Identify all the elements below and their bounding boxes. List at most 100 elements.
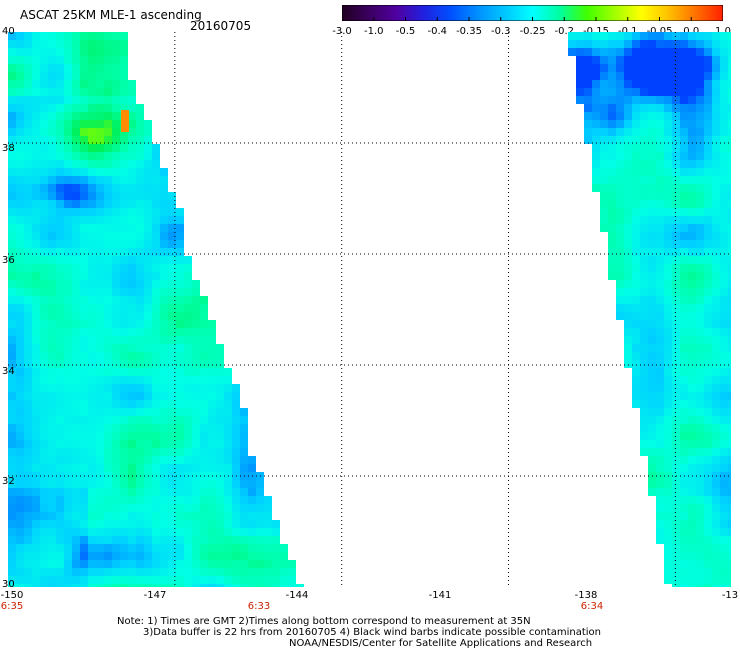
data-cell bbox=[160, 184, 168, 192]
data-cell bbox=[144, 528, 152, 536]
data-cell bbox=[696, 280, 704, 288]
data-cell bbox=[96, 344, 104, 352]
data-cell bbox=[680, 72, 688, 80]
data-cell bbox=[720, 544, 728, 552]
data-cell bbox=[264, 512, 272, 520]
data-cell bbox=[712, 160, 720, 168]
data-cell bbox=[56, 584, 64, 587]
data-cell bbox=[120, 272, 128, 280]
data-cell bbox=[96, 192, 104, 200]
data-cell bbox=[64, 152, 72, 160]
data-cell bbox=[696, 312, 704, 320]
data-cell bbox=[200, 336, 208, 344]
data-cell bbox=[656, 240, 664, 248]
data-cell bbox=[672, 264, 680, 272]
data-cell bbox=[144, 152, 152, 160]
data-cell bbox=[16, 256, 24, 264]
data-cell bbox=[248, 576, 256, 584]
data-cell bbox=[64, 336, 72, 344]
data-cell bbox=[664, 504, 672, 512]
data-cell bbox=[672, 488, 680, 496]
data-cell bbox=[88, 48, 96, 56]
data-cell bbox=[200, 296, 208, 304]
data-cell bbox=[48, 136, 56, 144]
data-cell bbox=[176, 408, 184, 416]
data-cell bbox=[592, 56, 600, 64]
data-cell bbox=[704, 280, 712, 288]
data-cell bbox=[16, 264, 24, 272]
data-cell bbox=[8, 256, 16, 264]
data-cell bbox=[680, 448, 688, 456]
data-cell bbox=[128, 248, 136, 256]
data-cell bbox=[184, 368, 192, 376]
data-cell bbox=[664, 312, 672, 320]
data-cell bbox=[184, 480, 192, 488]
data-cell bbox=[136, 128, 144, 136]
data-cell bbox=[664, 320, 672, 328]
data-cell bbox=[664, 120, 672, 128]
data-cell bbox=[104, 48, 112, 56]
data-cell bbox=[720, 312, 728, 320]
data-cell bbox=[696, 584, 704, 587]
data-cell bbox=[112, 432, 120, 440]
data-cell bbox=[80, 40, 88, 48]
data-cell bbox=[696, 376, 704, 384]
data-cell bbox=[32, 304, 40, 312]
data-cell bbox=[48, 400, 56, 408]
data-cell bbox=[664, 336, 672, 344]
data-cell bbox=[680, 408, 688, 416]
data-cell bbox=[24, 320, 32, 328]
data-cell bbox=[8, 232, 16, 240]
color-scale-label: -0.5 bbox=[395, 26, 416, 37]
data-cell bbox=[64, 368, 72, 376]
data-cell bbox=[224, 400, 232, 408]
data-cell bbox=[712, 576, 720, 584]
data-cell bbox=[704, 152, 712, 160]
data-cell bbox=[672, 392, 680, 400]
data-cell bbox=[712, 32, 720, 40]
data-cell bbox=[608, 272, 616, 280]
data-cell bbox=[696, 336, 704, 344]
data-cell bbox=[672, 312, 680, 320]
data-cell bbox=[648, 120, 656, 128]
data-cell bbox=[136, 328, 144, 336]
data-cell bbox=[616, 224, 624, 232]
data-cell bbox=[168, 528, 176, 536]
data-cell bbox=[40, 544, 48, 552]
data-cell bbox=[240, 584, 248, 587]
data-cell bbox=[216, 448, 224, 456]
data-cell bbox=[40, 568, 48, 576]
data-cell bbox=[688, 128, 696, 136]
data-cell bbox=[48, 208, 56, 216]
data-cell bbox=[640, 104, 648, 112]
data-cell bbox=[712, 120, 720, 128]
data-cell bbox=[696, 432, 704, 440]
data-cell bbox=[8, 368, 16, 376]
data-cell bbox=[48, 224, 56, 232]
data-cell bbox=[608, 224, 616, 232]
data-cell bbox=[8, 272, 16, 280]
data-cell bbox=[176, 432, 184, 440]
data-cell bbox=[720, 416, 728, 424]
data-cell bbox=[224, 488, 232, 496]
data-cell bbox=[672, 504, 680, 512]
data-cell bbox=[640, 224, 648, 232]
data-cell bbox=[640, 304, 648, 312]
data-cell bbox=[184, 400, 192, 408]
data-cell bbox=[712, 496, 720, 504]
data-cell bbox=[176, 584, 184, 587]
data-cell bbox=[80, 264, 88, 272]
data-cell bbox=[680, 512, 688, 520]
data-cell bbox=[648, 72, 656, 80]
data-cell bbox=[632, 360, 640, 368]
data-cell bbox=[136, 320, 144, 328]
data-cell bbox=[624, 184, 632, 192]
data-cell bbox=[40, 40, 48, 48]
data-cell bbox=[80, 464, 88, 472]
data-cell bbox=[720, 528, 728, 536]
data-cell bbox=[624, 216, 632, 224]
data-cell bbox=[112, 280, 120, 288]
data-cell bbox=[216, 400, 224, 408]
data-cell bbox=[656, 200, 664, 208]
data-cell bbox=[600, 208, 608, 216]
